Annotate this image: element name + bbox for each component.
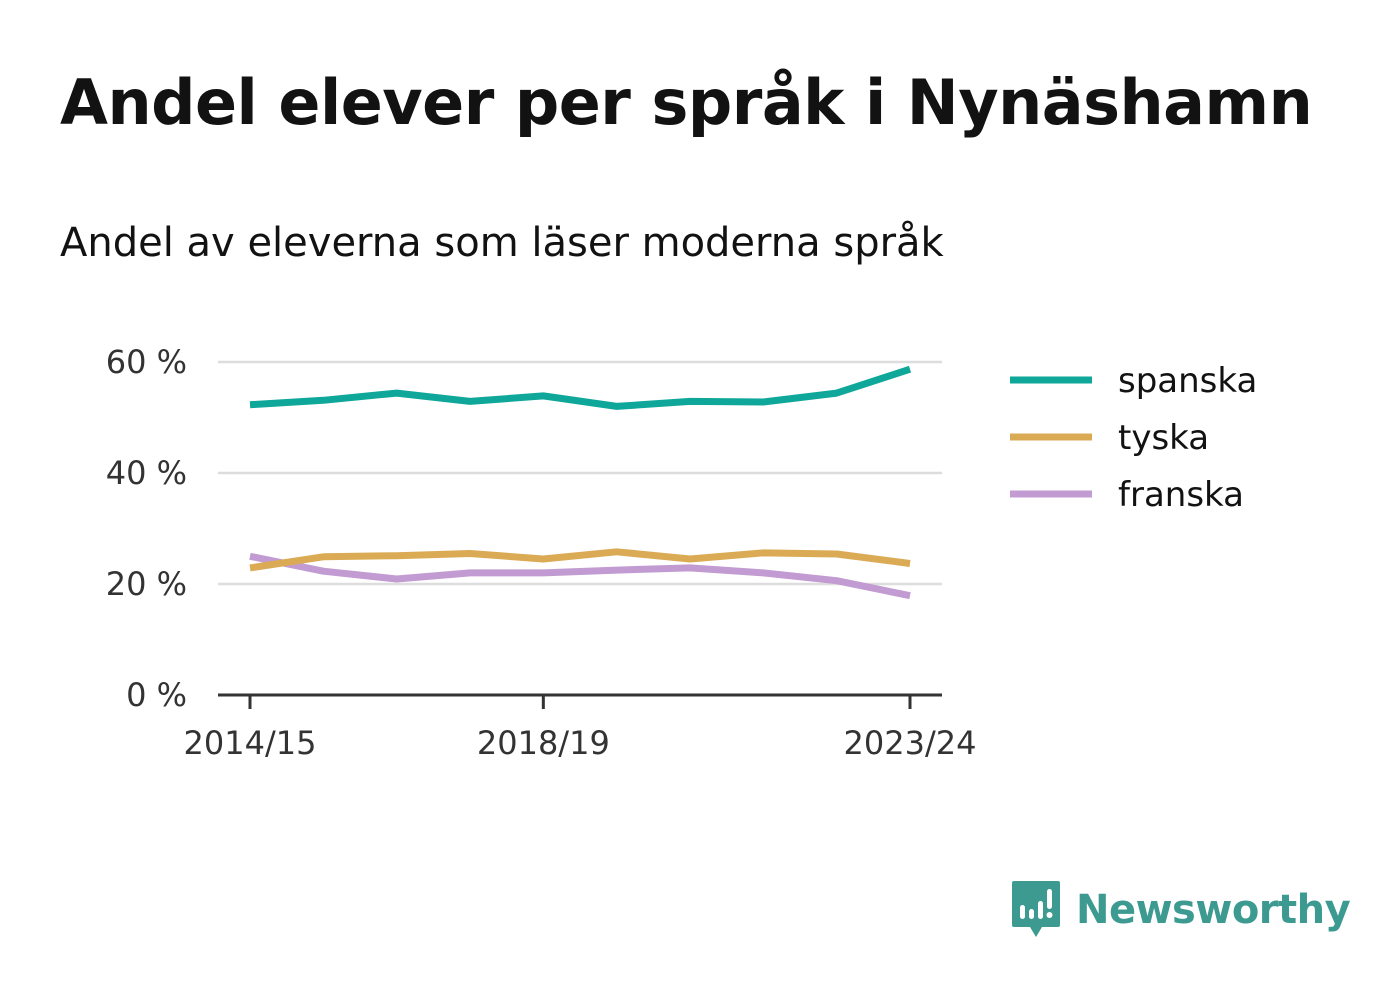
gridlines xyxy=(218,360,942,586)
newsworthy-brand: Newsworthy xyxy=(1010,878,1351,942)
y-tick-label: 20 % xyxy=(106,565,187,603)
series-line-franska xyxy=(249,552,911,600)
y-tick-label: 0 % xyxy=(126,676,187,714)
x-tick-label: 2018/19 xyxy=(477,724,610,762)
legend-label-franska: franska xyxy=(1118,475,1244,515)
x-axis: 2014/15 2018/19 2023/24 xyxy=(184,693,977,762)
legend-label-spanska: spanska xyxy=(1118,361,1257,401)
newsworthy-logo-icon xyxy=(1012,881,1060,937)
x-tick-label: 2023/24 xyxy=(844,724,977,762)
legend: spanska tyska franska xyxy=(1010,361,1257,515)
chart-subtitle: Andel av eleverna som läser moderna språ… xyxy=(60,220,944,266)
y-axis-labels: 0 % 20 % 40 % 60 % xyxy=(106,343,187,714)
y-tick-label: 60 % xyxy=(106,343,187,381)
x-tick-label: 2014/15 xyxy=(184,724,317,762)
series-line-spanska xyxy=(249,365,912,410)
chart-title: Andel elever per språk i Nynäshamn xyxy=(60,66,1313,139)
legend-label-tyska: tyska xyxy=(1118,418,1209,458)
series-lines xyxy=(249,365,912,600)
brand-name: Newsworthy xyxy=(1076,887,1351,933)
y-tick-label: 40 % xyxy=(106,454,187,492)
series-line-tyska xyxy=(249,548,911,572)
